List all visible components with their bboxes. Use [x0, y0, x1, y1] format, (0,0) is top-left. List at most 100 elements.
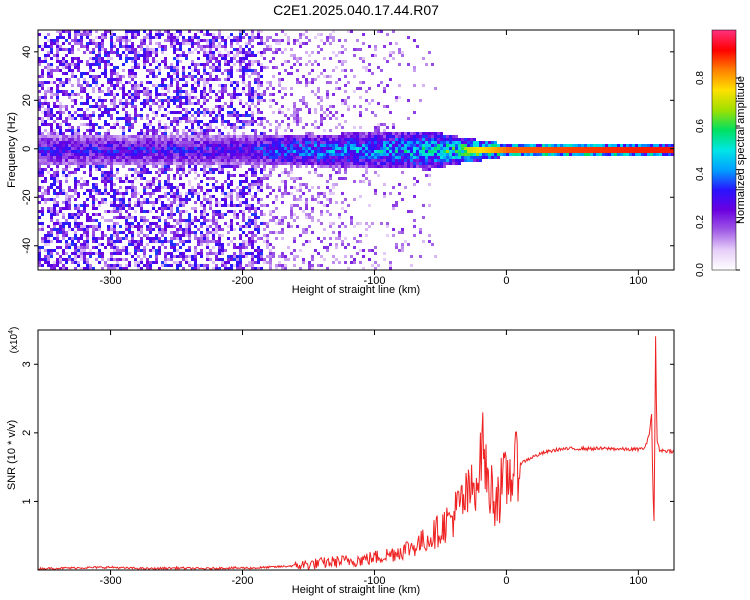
spectrogram-cell: [230, 183, 233, 186]
spectrogram-cell: [182, 42, 185, 45]
spectrogram-cell: [158, 126, 161, 129]
spectrogram-cell: [263, 234, 266, 237]
spectrogram-cell: [146, 135, 149, 138]
spectrogram-cell: [350, 147, 353, 150]
spectrogram-cell: [149, 96, 152, 99]
spectrogram-cell: [215, 204, 218, 207]
spectrogram-cell: [353, 246, 356, 249]
spectrogram-cell: [62, 189, 65, 192]
spectrogram-cell: [224, 69, 227, 72]
spectrogram-cell: [359, 222, 362, 225]
spectrogram-cell: [248, 219, 251, 222]
spectrogram-cell: [242, 105, 245, 108]
spectrogram-cell: [83, 81, 86, 84]
spectrogram-cell: [92, 51, 95, 54]
spectrogram-cell: [248, 51, 251, 54]
spectrogram-cell: [77, 60, 80, 63]
spectrogram-cell: [305, 183, 308, 186]
spectrogram-cell: [158, 171, 161, 174]
spectrogram-cell: [173, 42, 176, 45]
spectrogram-cell: [269, 159, 272, 162]
spectrogram-cell: [86, 141, 89, 144]
spectrogram-cell: [107, 156, 110, 159]
spectrogram-cell: [236, 216, 239, 219]
spectrogram-cell: [158, 66, 161, 69]
spectrogram-cell: [86, 36, 89, 39]
spectrogram-cell: [176, 132, 179, 135]
spectrogram-cell: [338, 168, 341, 171]
spectrogram-cell: [80, 42, 83, 45]
spectrogram-cell: [248, 237, 251, 240]
spectrogram-cell: [407, 36, 410, 39]
spectrogram-cell: [329, 243, 332, 246]
spectrogram-cell: [86, 42, 89, 45]
spectrogram-cell: [170, 66, 173, 69]
spectrogram-cell: [377, 102, 380, 105]
spectrogram-cell: [176, 156, 179, 159]
spectrogram-cell: [341, 150, 344, 153]
spectrogram-cell: [65, 156, 68, 159]
spectrogram-cell: [191, 141, 194, 144]
spectrogram-cell: [158, 174, 161, 177]
spectrogram-cell: [365, 171, 368, 174]
spectrogram-cell: [200, 255, 203, 258]
spectrogram-cell: [260, 153, 263, 156]
spectrogram-cell: [179, 96, 182, 99]
spectrogram-cell: [212, 129, 215, 132]
spectrogram-cell: [68, 255, 71, 258]
spectrogram-cell: [212, 66, 215, 69]
spectrogram-cell: [290, 171, 293, 174]
spectrogram-cell: [197, 150, 200, 153]
spectrogram-cell: [104, 165, 107, 168]
spectrogram-cell: [65, 201, 68, 204]
spectrogram-cell: [344, 198, 347, 201]
spectrogram-cell: [320, 39, 323, 42]
spectrogram-cell: [413, 165, 416, 168]
spectrogram-cell: [41, 246, 44, 249]
spectrogram-cell: [38, 129, 41, 132]
spectrogram-cell: [386, 141, 389, 144]
spectrogram-cell: [308, 135, 311, 138]
spectrogram-cell: [359, 261, 362, 264]
spectrogram-cell: [140, 153, 143, 156]
spectrogram-cell: [215, 255, 218, 258]
spectrogram-cell: [221, 189, 224, 192]
spectrogram-cell: [107, 144, 110, 147]
spectrogram-cell: [131, 168, 134, 171]
spectrogram-cell: [77, 159, 80, 162]
spectrogram-cell: [122, 231, 125, 234]
spectrogram-cell: [374, 189, 377, 192]
spectrogram-cell: [257, 159, 260, 162]
spectrogram-cell: [266, 153, 269, 156]
spectrogram-cell: [233, 57, 236, 60]
spectrogram-cell: [47, 237, 50, 240]
spectrogram-cell: [47, 87, 50, 90]
spectrogram-cell: [119, 267, 122, 270]
spectrogram-cell: [305, 138, 308, 141]
spectrogram-cell: [341, 138, 344, 141]
spectrogram-cell: [311, 63, 314, 66]
spectrogram-cell: [275, 39, 278, 42]
spectrogram-cell: [395, 159, 398, 162]
spectrogram-cell: [95, 177, 98, 180]
spectrogram-cell: [47, 108, 50, 111]
figure-title: C2E1.2025.040.17.44.R07: [273, 2, 439, 18]
spectrogram-cell: [413, 69, 416, 72]
spectrogram-cell: [263, 204, 266, 207]
spectrogram-cell: [65, 48, 68, 51]
spectrogram-cell: [95, 30, 98, 33]
spectrogram-cell: [230, 144, 233, 147]
spectrogram-cell: [212, 117, 215, 120]
spectrogram-cell: [56, 174, 59, 177]
spectrogram-cell: [140, 141, 143, 144]
spectrogram-cell: [281, 171, 284, 174]
spectrogram-cell: [398, 165, 401, 168]
spectrogram-cell: [173, 51, 176, 54]
spectrogram-cell: [137, 171, 140, 174]
spectrogram-cell: [188, 219, 191, 222]
spectrogram-cell: [341, 159, 344, 162]
spectrogram-cell: [110, 78, 113, 81]
spectrogram-cell: [236, 126, 239, 129]
spectrogram-cell: [341, 192, 344, 195]
spectrogram-cell: [101, 99, 104, 102]
